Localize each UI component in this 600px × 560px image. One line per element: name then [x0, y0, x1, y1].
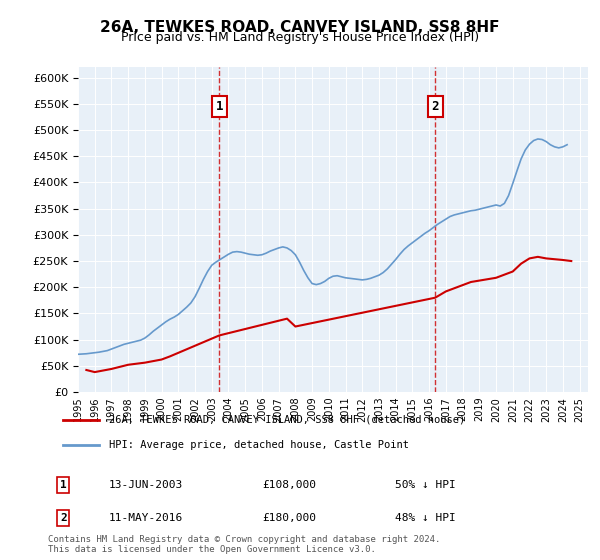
Text: 26A, TEWKES ROAD, CANVEY ISLAND, SS8 8HF: 26A, TEWKES ROAD, CANVEY ISLAND, SS8 8HF [100, 20, 500, 35]
Text: 26A, TEWKES ROAD, CANVEY ISLAND, SS8 8HF (detached house): 26A, TEWKES ROAD, CANVEY ISLAND, SS8 8HF… [109, 415, 466, 425]
Text: Contains HM Land Registry data © Crown copyright and database right 2024.
This d: Contains HM Land Registry data © Crown c… [48, 535, 440, 554]
Text: 13-JUN-2003: 13-JUN-2003 [109, 480, 184, 490]
Text: 1: 1 [215, 100, 223, 113]
Text: £180,000: £180,000 [262, 513, 316, 523]
Text: 2: 2 [60, 513, 67, 523]
Text: Price paid vs. HM Land Registry's House Price Index (HPI): Price paid vs. HM Land Registry's House … [121, 31, 479, 44]
Text: 1: 1 [60, 480, 67, 490]
Text: 11-MAY-2016: 11-MAY-2016 [109, 513, 184, 523]
Text: 48% ↓ HPI: 48% ↓ HPI [395, 513, 455, 523]
Text: 2: 2 [431, 100, 439, 113]
Text: 50% ↓ HPI: 50% ↓ HPI [395, 480, 455, 490]
Text: HPI: Average price, detached house, Castle Point: HPI: Average price, detached house, Cast… [109, 440, 409, 450]
Text: £108,000: £108,000 [262, 480, 316, 490]
